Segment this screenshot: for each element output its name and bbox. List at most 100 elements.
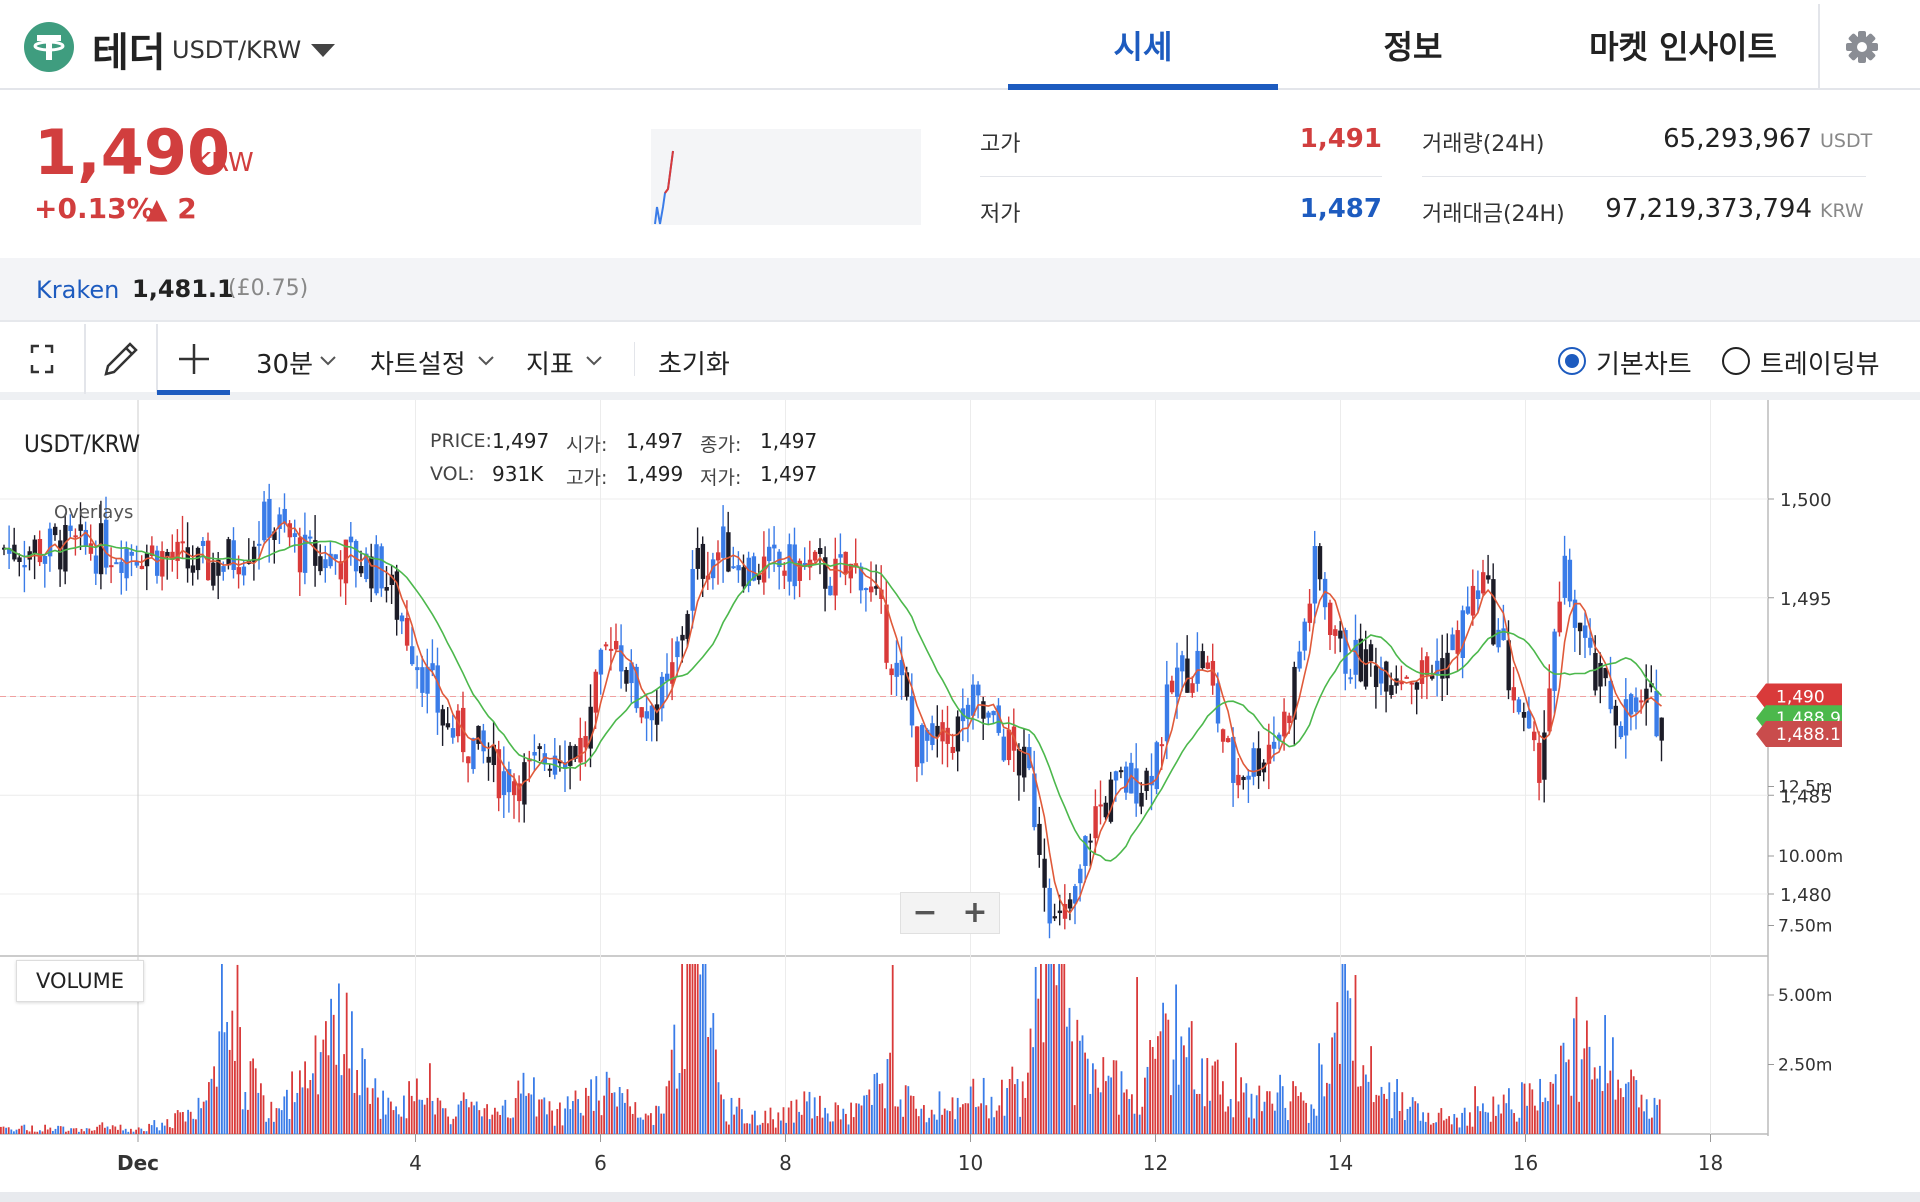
- volume-bar: [260, 1083, 262, 1134]
- candle-body: [1419, 660, 1425, 684]
- candle-body: [226, 539, 231, 566]
- chart-toolbar: 30분 차트설정 지표 초기화 기본차트 트레이딩뷰: [0, 324, 1920, 400]
- coin-pair: USDT/KRW: [172, 36, 302, 64]
- tab-info[interactable]: 정보: [1383, 28, 1443, 66]
- zoom-in-button[interactable]: +: [962, 895, 988, 930]
- time-tick-label: 12: [1143, 1151, 1168, 1175]
- volume-bar: [46, 1129, 49, 1134]
- volume-bar: [1131, 1094, 1133, 1134]
- volume-bar: [1162, 1002, 1164, 1134]
- volume-bar: [1294, 1086, 1297, 1134]
- volume-bar: [364, 1059, 366, 1134]
- volume-bar: [1110, 1077, 1112, 1134]
- volume-bar: [1502, 1094, 1505, 1134]
- tab-quotes[interactable]: 시세: [1113, 28, 1173, 66]
- exchange-name-link[interactable]: Kraken: [36, 276, 120, 304]
- candle-body: [1363, 649, 1369, 687]
- volume-bar: [447, 1116, 449, 1134]
- volume-bar: [280, 1110, 283, 1134]
- candle-body: [828, 585, 833, 596]
- fullscreen-button[interactable]: [0, 324, 84, 394]
- overlays-toggle[interactable]: Overlays: [54, 502, 134, 523]
- volume-bar: [1463, 1107, 1466, 1134]
- candle-body: [369, 556, 374, 589]
- candle-body: [1175, 667, 1180, 697]
- candle-body: [1373, 665, 1379, 688]
- candle-body: [522, 762, 527, 805]
- volume-bar: [23, 1124, 26, 1134]
- candle-body: [787, 544, 792, 582]
- tab-market-insight[interactable]: 마켓 인사이트: [1589, 28, 1777, 66]
- toolbar-divider: [84, 324, 86, 394]
- volume-bar: [681, 964, 683, 1134]
- volume-bar: [395, 1106, 397, 1134]
- candle-body: [1348, 677, 1353, 680]
- volume-bar: [57, 1125, 59, 1134]
- volume-bar: [1435, 1122, 1437, 1134]
- settings-button[interactable]: [1818, 4, 1920, 90]
- volume-bar: [1333, 1032, 1336, 1134]
- volume-bar: [577, 1099, 579, 1134]
- basic-chart-radio[interactable]: [1558, 347, 1586, 375]
- candle-body: [1552, 631, 1557, 691]
- volume-bar: [390, 1101, 392, 1134]
- pencil-icon: [104, 342, 138, 376]
- draw-button[interactable]: [86, 324, 156, 394]
- candle-body: [782, 570, 787, 576]
- volume-bar: [959, 1107, 962, 1134]
- candle-body: [1169, 680, 1175, 693]
- trading-view-radio[interactable]: [1722, 347, 1750, 375]
- candle-body: [1057, 910, 1063, 914]
- reset-button[interactable]: 초기화: [658, 350, 730, 380]
- price-chart[interactable]: 1,500 1,495 1,485 1,480 12.5m 10.00m 7.50m 5.00…: [0, 400, 1920, 1202]
- candle-body: [338, 561, 343, 580]
- volume-bar: [1099, 1092, 1102, 1134]
- ohlc-price-label: PRICE:: [430, 430, 492, 452]
- candle-body: [420, 667, 425, 693]
- candle-body: [180, 541, 185, 544]
- volume-tick-label: 2.50m: [1778, 1056, 1832, 1076]
- volume-bar: [109, 1129, 111, 1134]
- volume-bar: [1378, 1095, 1380, 1134]
- candle-body: [920, 725, 925, 764]
- crosshair-button[interactable]: [158, 324, 230, 394]
- volume-bar: [343, 1054, 345, 1134]
- basic-chart-label[interactable]: 기본차트: [1596, 350, 1692, 380]
- candle-body: [129, 551, 134, 556]
- volume-bar: [1567, 1059, 1570, 1134]
- volume-bar: [925, 1122, 928, 1134]
- candle-body: [1287, 715, 1292, 724]
- volume-bar: [442, 1108, 444, 1134]
- volume-bar: [639, 1117, 642, 1134]
- mini-price-chart: [651, 129, 921, 225]
- candle-body: [603, 644, 609, 647]
- candle-body: [425, 666, 430, 694]
- chart-canvas[interactable]: 1,500 1,495 1,485 1,480 12.5m 10.00m 7.50m 5.00…: [0, 400, 1920, 1202]
- candle-body: [1307, 603, 1312, 623]
- candle-body: [1231, 736, 1236, 783]
- volume-bar: [1328, 1083, 1331, 1134]
- volume-bar: [618, 1087, 621, 1134]
- candle-body: [297, 537, 303, 573]
- interval-select[interactable]: 30분: [256, 350, 314, 380]
- volume-bar: [985, 1105, 988, 1134]
- chart-settings-menu[interactable]: 차트설정: [370, 350, 466, 380]
- trading-view-label[interactable]: 트레이딩뷰: [1760, 350, 1880, 380]
- indicators-menu[interactable]: 지표: [526, 350, 574, 380]
- volume-bar: [200, 1108, 202, 1134]
- volume-bar: [416, 1078, 418, 1134]
- candle-body: [731, 566, 736, 569]
- volume-bar: [582, 1115, 585, 1134]
- volume-bar: [621, 1093, 624, 1134]
- zoom-out-button[interactable]: −: [912, 895, 938, 930]
- candle-body: [149, 545, 155, 557]
- candle-body: [772, 544, 777, 549]
- volume-bar: [1079, 1040, 1081, 1134]
- chevron-down-icon[interactable]: [308, 40, 338, 62]
- volume-bar: [1170, 1095, 1172, 1134]
- candle-body: [925, 729, 930, 741]
- candle-body: [935, 725, 940, 737]
- volume-bar: [517, 1080, 520, 1134]
- volume-bar: [902, 1116, 904, 1134]
- volume-bar: [683, 1069, 686, 1134]
